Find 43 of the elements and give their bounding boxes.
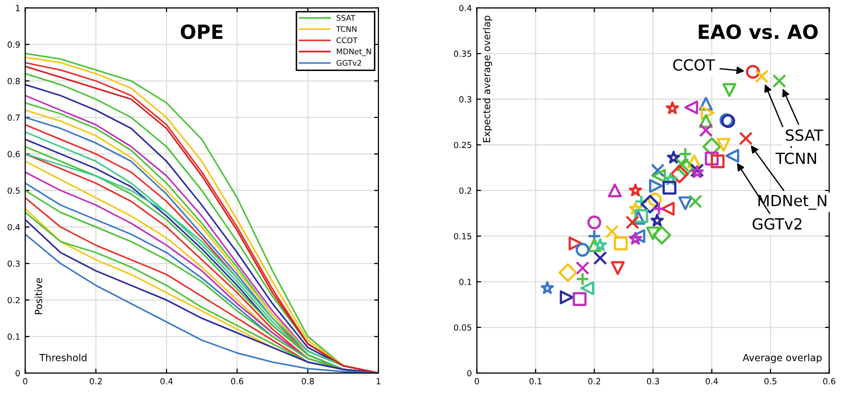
y-tick-label: 0.2 — [459, 187, 472, 194]
x-axis-title: Average overlap — [742, 354, 822, 364]
y-tick-label: 0.1 — [8, 334, 20, 340]
y-tick-label: 0.3 — [8, 260, 20, 267]
y-tick-label: 0.1 — [459, 278, 472, 286]
y-tick-label: 0.25 — [454, 142, 472, 148]
x-tick-label: 1 — [376, 378, 380, 384]
text: CCOT — [673, 59, 716, 71]
x-tick-label: 0.5 — [764, 378, 776, 384]
y-tick-label: 0.3 — [459, 96, 472, 102]
y-tick-label: 0.15 — [454, 233, 472, 240]
x-tick-label: 0 — [474, 378, 479, 384]
y-tick-label: 0.4 — [459, 4, 472, 12]
x-tick-label: 0.2 — [90, 378, 102, 384]
x-tick-label: 0.1 — [530, 378, 542, 384]
x-tick-label: 0.3 — [646, 378, 659, 384]
y-tick-label: 0.9 — [8, 41, 20, 48]
x-tick-label: 0.2 — [588, 378, 600, 384]
text: GGTv2 — [752, 218, 802, 230]
text: SSAT — [786, 129, 824, 141]
y-tick-label: 0.6 — [8, 150, 20, 158]
x-axis-title: Threshold — [39, 354, 86, 362]
y-tick-label: 1 — [16, 5, 20, 12]
y-axis-title: Expected average overlap — [482, 16, 492, 142]
text: TCNN — [776, 152, 816, 164]
text: OPE — [180, 24, 222, 40]
x-tick-label: 0.4 — [160, 378, 173, 384]
x-tick-label: 0.4 — [706, 378, 718, 384]
x-tick-label: 0.8 — [302, 378, 314, 384]
y-tick-label: 0.7 — [8, 114, 20, 121]
y-tick-label: 0.2 — [8, 296, 20, 304]
x-tick-label: 0.6 — [231, 378, 244, 384]
y-tick-label: 0.05 — [454, 324, 472, 331]
x-tick-label: 0 — [23, 378, 28, 384]
y-tick-label: 0 — [16, 370, 20, 376]
y-tick-label: 0 — [467, 370, 472, 376]
y-tick-label: 0.4 — [8, 224, 20, 230]
y-tick-label: 0.8 — [8, 78, 20, 84]
y-axis-title: Positive — [34, 278, 42, 314]
y-tick-label: 0.5 — [8, 187, 20, 194]
text: EAO vs. AO — [698, 24, 818, 40]
y-tick-label: 0.35 — [454, 50, 472, 57]
x-tick-label: 0.6 — [823, 378, 836, 384]
